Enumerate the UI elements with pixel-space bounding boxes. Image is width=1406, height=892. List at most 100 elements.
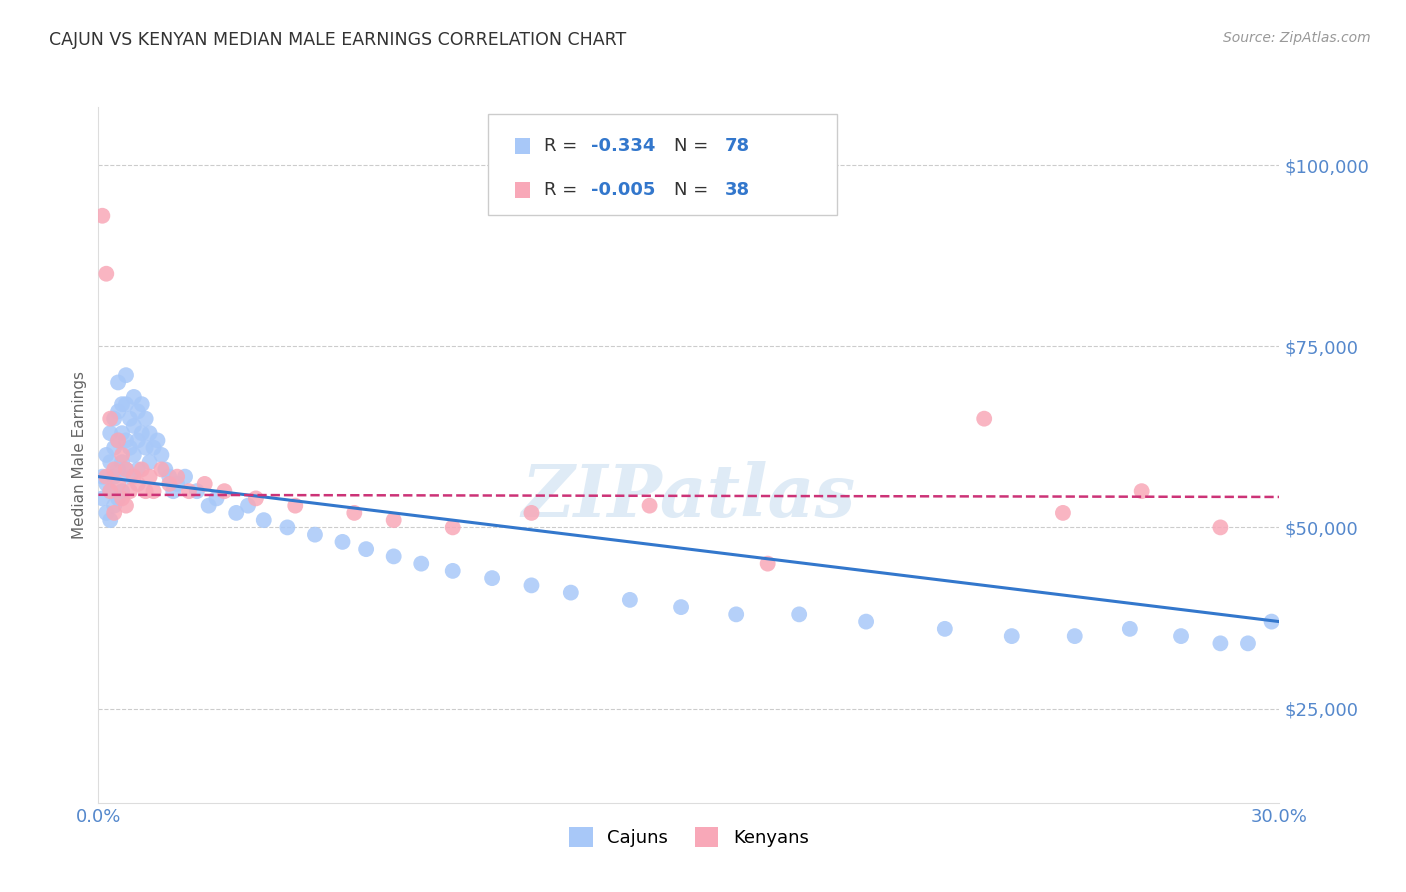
Text: ZIPatlas: ZIPatlas [522, 461, 856, 533]
Point [111, 397, 134, 411]
Point [127, 462, 149, 476]
FancyBboxPatch shape [516, 182, 530, 198]
Point [225, 506, 247, 520]
Point [973, 411, 995, 425]
Point [122, 448, 145, 462]
Text: -0.334: -0.334 [591, 137, 655, 155]
FancyBboxPatch shape [516, 138, 530, 153]
Point [166, 469, 188, 483]
Point [96, 448, 118, 462]
Point [411, 557, 433, 571]
Point [332, 534, 354, 549]
Point [1237, 636, 1260, 650]
Point [103, 441, 125, 455]
Point [725, 607, 748, 622]
Point [142, 441, 165, 455]
Point [118, 484, 141, 499]
Point [1052, 506, 1074, 520]
Point [638, 499, 661, 513]
Point [131, 397, 153, 411]
Point [135, 484, 157, 499]
Point [127, 404, 149, 418]
Point [481, 571, 503, 585]
Point [177, 484, 200, 499]
Point [118, 411, 141, 425]
Point [96, 506, 118, 520]
Text: R =: R = [544, 181, 583, 199]
Point [146, 434, 169, 448]
Point [98, 426, 121, 441]
Point [98, 411, 121, 425]
Point [107, 404, 129, 418]
Point [96, 267, 118, 281]
Text: N =: N = [673, 137, 714, 155]
Point [245, 491, 267, 506]
Point [103, 469, 125, 483]
Point [122, 469, 145, 483]
Point [118, 441, 141, 455]
Point [382, 513, 405, 527]
Point [520, 578, 543, 592]
Point [103, 462, 125, 476]
Point [205, 491, 228, 506]
Point [111, 455, 134, 469]
Point [304, 527, 326, 541]
Point [131, 462, 153, 476]
Point [197, 499, 219, 513]
Point [354, 542, 377, 557]
Point [1209, 636, 1232, 650]
Text: CAJUN VS KENYAN MEDIAN MALE EARNINGS CORRELATION CHART: CAJUN VS KENYAN MEDIAN MALE EARNINGS COR… [49, 31, 627, 49]
Point [98, 484, 121, 499]
FancyBboxPatch shape [488, 114, 837, 215]
Point [382, 549, 405, 564]
Point [142, 484, 165, 499]
Point [1063, 629, 1085, 643]
Point [934, 622, 956, 636]
Point [91, 209, 114, 223]
Point [343, 506, 366, 520]
Point [855, 615, 877, 629]
Y-axis label: Median Male Earnings: Median Male Earnings [72, 371, 87, 539]
Point [111, 448, 134, 462]
Text: 78: 78 [724, 137, 749, 155]
Point [1260, 615, 1282, 629]
Point [1170, 629, 1192, 643]
Text: -0.005: -0.005 [591, 181, 655, 199]
Point [138, 455, 160, 469]
Point [118, 469, 141, 483]
Point [150, 448, 173, 462]
Point [1130, 484, 1153, 499]
Point [107, 376, 129, 390]
Point [122, 390, 145, 404]
Point [107, 476, 129, 491]
Point [619, 592, 641, 607]
Text: R =: R = [544, 137, 583, 155]
Legend: Cajuns, Kenyans: Cajuns, Kenyans [560, 819, 818, 856]
Point [96, 476, 118, 491]
Point [103, 506, 125, 520]
Point [138, 469, 160, 483]
Point [96, 469, 118, 483]
Text: N =: N = [673, 181, 714, 199]
Point [135, 411, 157, 425]
Point [155, 462, 177, 476]
Point [115, 397, 138, 411]
Point [150, 462, 173, 476]
Point [194, 476, 217, 491]
Point [98, 455, 121, 469]
Point [103, 499, 125, 513]
Point [787, 607, 810, 622]
Point [107, 462, 129, 476]
Point [107, 434, 129, 448]
Point [1119, 622, 1142, 636]
Point [111, 426, 134, 441]
Point [253, 513, 276, 527]
Point [122, 419, 145, 434]
Point [236, 499, 259, 513]
Point [127, 476, 149, 491]
Point [1209, 520, 1232, 534]
Point [115, 434, 138, 448]
Point [1001, 629, 1024, 643]
Point [111, 484, 134, 499]
Point [91, 469, 114, 483]
